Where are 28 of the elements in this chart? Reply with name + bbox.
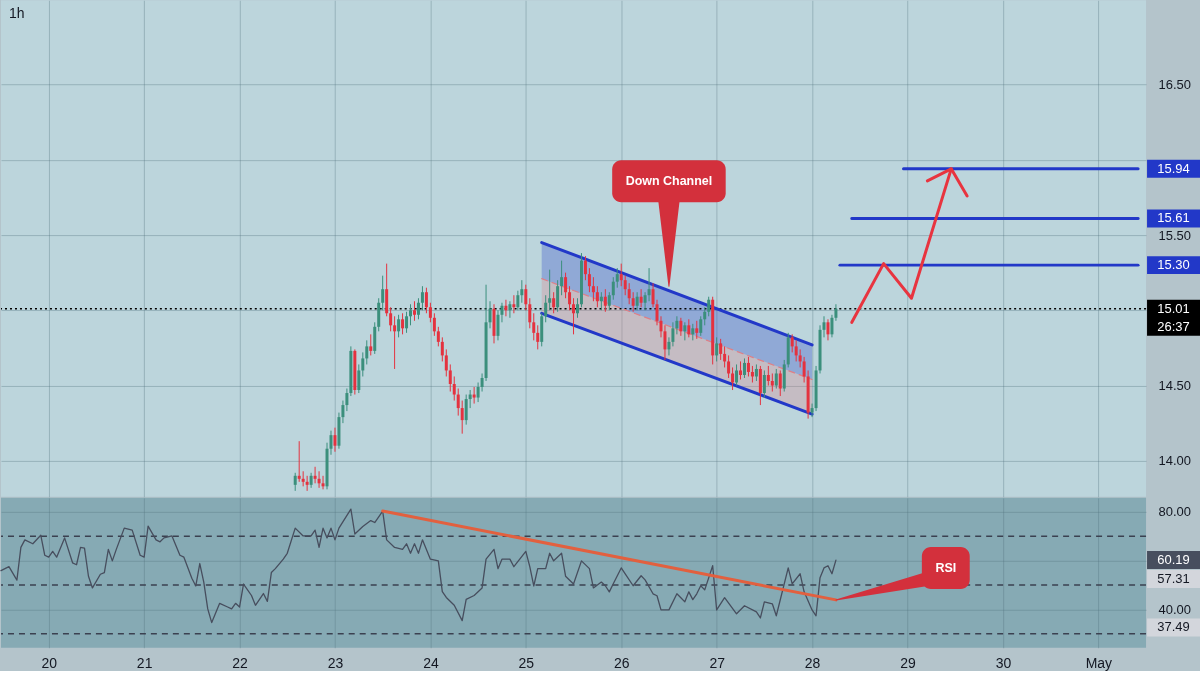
data-label: 15.30: [1157, 257, 1190, 273]
x-tick-label: 26: [613, 655, 630, 672]
x-tick-label: 20: [41, 655, 58, 672]
annotation: Down Channel: [625, 174, 713, 189]
x-tick-label: 27: [709, 655, 726, 672]
x-tick-label: 23: [327, 655, 344, 672]
ref-line-label: 15.01 26:37: [1157, 300, 1190, 334]
annotation: RSI: [935, 560, 957, 575]
data-label: 15.61: [1157, 210, 1190, 226]
x-tick-label: 30: [995, 655, 1012, 672]
x-tick-label: May: [1085, 655, 1113, 672]
x-tick-label: 29: [900, 655, 916, 672]
chart-title: 1h: [8, 5, 25, 22]
x-tick-label: 22: [232, 655, 249, 672]
text: 60.19: [1157, 552, 1190, 568]
text: 57.31: [1157, 571, 1190, 587]
y-tick-label: 14.00: [1158, 453, 1191, 469]
y-tick-label: 15.50: [1158, 227, 1191, 243]
x-tick-label: 28: [804, 655, 821, 672]
y-tick-label: 80.00: [1158, 504, 1191, 520]
x-tick-label: 24: [423, 655, 439, 672]
x-tick-label: 25: [518, 655, 535, 672]
text: 37.49: [1157, 619, 1190, 635]
data-label: 15.94: [1157, 160, 1190, 176]
y-tick-label: 40.00: [1158, 601, 1191, 617]
x-tick-label: 21: [136, 655, 153, 672]
y-tick-label: 16.50: [1158, 77, 1191, 93]
y-tick-label: 14.50: [1158, 378, 1191, 394]
